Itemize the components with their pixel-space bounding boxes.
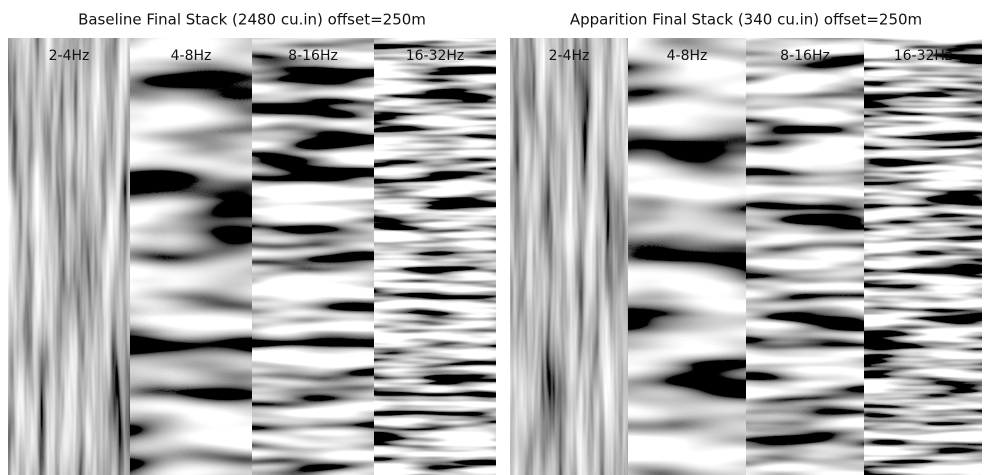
band-label: 8-16Hz [780,48,830,64]
seismic-section [252,38,374,475]
band-label: 4-8Hz [171,48,212,64]
seismic-section [130,38,252,475]
band-label: 4-8Hz [667,48,708,64]
figure: Baseline Final Stack (2480 cu.in) offset… [0,0,988,475]
band-label: 16-32Hz [406,48,465,64]
panel-title: Baseline Final Stack (2480 cu.in) offset… [78,11,426,29]
panel-title: Apparition Final Stack (340 cu.in) offse… [570,11,922,29]
seismic-section [746,38,864,475]
band-label: 8-16Hz [288,48,338,64]
band-label: 16-32Hz [894,48,953,64]
band-label: 2-4Hz [49,48,90,64]
seismic-section [864,38,982,475]
seismic-section [8,38,130,475]
seismic-section [374,38,496,475]
band-label: 2-4Hz [549,48,590,64]
seismic-section [510,38,628,475]
seismic-section [628,38,746,475]
